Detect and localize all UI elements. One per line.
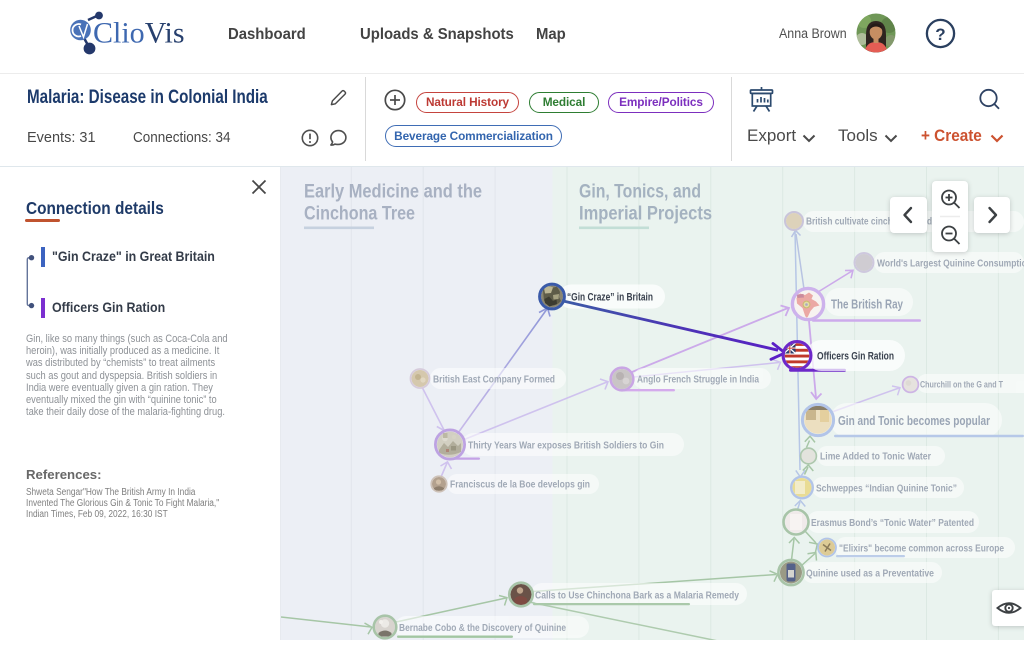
svg-text:Gin and Tonic becomes popular: Gin and Tonic becomes popular — [838, 413, 990, 428]
svg-text:Imperial Projects: Imperial Projects — [579, 204, 712, 225]
svg-text:Lime Added to Tonic Water: Lime Added to Tonic Water — [820, 451, 931, 463]
svg-text:Schweppes “Indian Quinine Toni: Schweppes “Indian Quinine Tonic” — [816, 483, 957, 495]
svg-text:Thirty Years War exposes Briti: Thirty Years War exposes British Soldier… — [468, 440, 664, 452]
svg-text:Early Medicine and the: Early Medicine and the — [304, 182, 482, 203]
svg-text:British East Company Formed: British East Company Formed — [433, 374, 555, 386]
svg-text:ClioVis: ClioVis — [93, 17, 185, 50]
svg-text:"Elixirs" become common across: "Elixirs" become common across Europe — [839, 543, 1004, 555]
svg-text:Erasmus Bond’s “Tonic Water” P: Erasmus Bond’s “Tonic Water” Patented — [811, 517, 974, 529]
svg-text:Cinchona Tree: Cinchona Tree — [304, 204, 415, 225]
svg-text:Officers Gin Ration: Officers Gin Ration — [817, 351, 894, 363]
svg-text:Anglo French Struggle in India: Anglo French Struggle in India — [637, 374, 759, 386]
svg-text:Bernabe Cobo & the Discovery o: Bernabe Cobo & the Discovery of Quinine — [399, 622, 566, 634]
svg-text:Quinine used as a Preventative: Quinine used as a Preventative — [806, 568, 934, 580]
svg-text:Churchill on the G and T: Churchill on the G and T — [920, 380, 1003, 391]
svg-text:“Gin Craze” in Britain: “Gin Craze” in Britain — [567, 292, 653, 304]
svg-text:Franciscus de la Boe develops: Franciscus de la Boe develops gin — [450, 479, 590, 491]
svg-text:World's Largest Quinine Consum: World's Largest Quinine Consumption — [877, 258, 1024, 270]
svg-text:?: ? — [935, 25, 945, 44]
svg-text:The British Ray: The British Ray — [831, 297, 904, 312]
svg-text:Calls to Use Chinchona Bark as: Calls to Use Chinchona Bark as a Malaria… — [535, 590, 739, 602]
svg-text:Gin, Tonics, and: Gin, Tonics, and — [579, 182, 701, 203]
